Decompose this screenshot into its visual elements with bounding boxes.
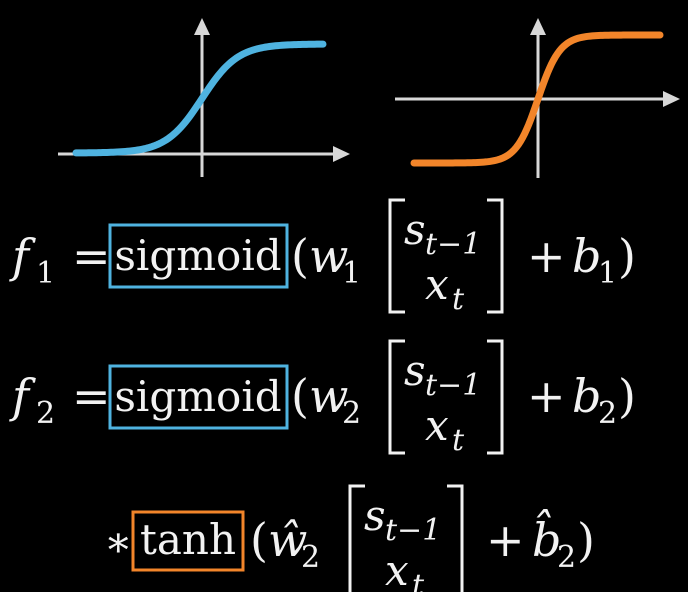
equation-f1: f 1 = sigmoid ( w 1 s t−1 x t + b 1 ) <box>9 198 636 317</box>
eq1-lhs-var: f <box>9 229 36 283</box>
eq3-star: ∗ <box>104 517 133 566</box>
eq3-vec-top-var: s <box>364 491 386 540</box>
eq1-vec-top-sub: t−1 <box>425 227 481 262</box>
eq1-func-label: sigmoid <box>114 231 281 280</box>
eq3-tanh-box <box>131 510 245 572</box>
equation-tanh-term: ∗ tanh ( ŵ 2 s t−1 x t + b̂ 2 ) <box>104 484 595 592</box>
eq1-equals: = <box>72 229 111 283</box>
eq3-close-paren: ) <box>577 513 595 567</box>
eq1-right-bracket <box>487 198 504 314</box>
eq1-b-sub: 1 <box>598 256 617 291</box>
tanh-plot-y-arrowhead <box>530 18 546 35</box>
tanh-plot <box>395 18 680 178</box>
eq2-open-paren: ( <box>291 369 309 423</box>
eq2-vec-bottom-sub: t <box>452 423 465 458</box>
eq3-b-sub: 2 <box>557 540 576 575</box>
sigmoid-plot <box>58 18 350 177</box>
sigmoid-plot-x-arrowhead <box>333 146 350 162</box>
eq3-right-bracket <box>447 484 464 592</box>
tanh-curve <box>410 31 664 167</box>
eq2-right-bracket <box>487 339 504 455</box>
eq1-close-paren: ) <box>618 229 636 283</box>
eq2-lhs-var: f <box>9 369 36 423</box>
eq2-sigmoid-box <box>108 364 289 430</box>
eq1-vec-bottom-var: x <box>425 260 449 309</box>
tanh-plot-x-arrowhead <box>663 91 680 107</box>
eq3-vec-top-sub: t−1 <box>385 513 441 548</box>
eq2-left-bracket <box>388 339 405 455</box>
eq1-lhs-sub: 1 <box>36 256 55 291</box>
eq2-plus: + <box>527 369 566 423</box>
eq3-left-bracket <box>348 484 365 592</box>
equation-f2: f 2 = sigmoid ( w 2 s t−1 x t + b 2 ) <box>9 339 636 458</box>
eq1-b-var: b <box>572 229 601 283</box>
eq1-vec-top-var: s <box>404 205 426 254</box>
eq1-open-paren: ( <box>291 229 309 283</box>
eq1-w-sub: 1 <box>342 256 361 291</box>
eq2-vec-bottom-var: x <box>425 401 449 450</box>
eq3-w-sub: 2 <box>301 540 320 575</box>
eq3-w-var: ŵ <box>268 513 307 567</box>
eq2-w-var: w <box>309 369 348 423</box>
eq2-equals: = <box>72 369 111 423</box>
eq2-lhs-sub: 2 <box>36 396 55 431</box>
eq2-w-sub: 2 <box>342 396 361 431</box>
eq2-vec-top-sub: t−1 <box>425 368 481 403</box>
sigmoid-curve <box>72 40 327 157</box>
eq2-vec-top-var: s <box>404 346 426 395</box>
eq2-func-label: sigmoid <box>114 372 281 421</box>
eq2-b-sub: 2 <box>598 396 617 431</box>
eq2-b-var: b <box>572 369 601 423</box>
eq2-close-paren: ) <box>618 369 636 423</box>
eq1-w-var: w <box>309 229 348 283</box>
eq3-b-var: b̂ <box>532 508 561 567</box>
eq1-left-bracket <box>388 198 405 314</box>
eq3-open-paren: ( <box>250 513 268 567</box>
sigmoid-plot-y-arrowhead <box>194 18 210 35</box>
eq3-plus: + <box>486 513 525 567</box>
eq1-plus: + <box>527 229 566 283</box>
eq3-func-label: tanh <box>140 515 236 564</box>
eq1-sigmoid-box <box>108 223 289 289</box>
eq3-vec-bottom-var: x <box>385 546 409 592</box>
eq1-vec-bottom-sub: t <box>452 282 465 317</box>
eq3-vec-bottom-sub: t <box>412 568 425 592</box>
